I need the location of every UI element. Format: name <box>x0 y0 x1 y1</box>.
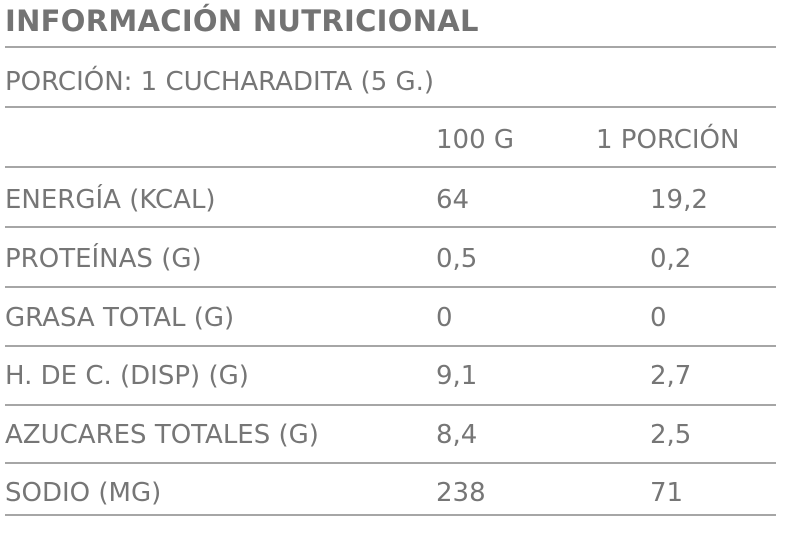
divider <box>5 404 776 406</box>
row-perportion: 0,2 <box>650 244 692 274</box>
portion-label: PORCIÓN: 1 CUCHARADITA (5 G.) <box>5 67 435 97</box>
divider <box>5 46 776 48</box>
header-portion: 1 PORCIÓN <box>596 125 740 155</box>
row-label: AZUCARES TOTALES (G) <box>5 420 319 450</box>
nutrition-title: INFORMACIÓN NUTRICIONAL <box>5 4 479 38</box>
divider <box>5 462 776 464</box>
row-perportion: 0 <box>650 303 667 333</box>
row-perportion: 2,7 <box>650 361 692 391</box>
row-label: SODIO (MG) <box>5 478 162 508</box>
divider <box>5 514 776 516</box>
row-label: ENERGÍA (KCAL) <box>5 185 216 215</box>
row-per100: 0 <box>436 303 453 333</box>
divider <box>5 345 776 347</box>
row-label: H. DE C. (DISP) (G) <box>5 361 249 391</box>
row-perportion: 2,5 <box>650 420 692 450</box>
divider <box>5 166 776 168</box>
divider <box>5 106 776 108</box>
row-label: GRASA TOTAL (G) <box>5 303 235 333</box>
row-label: PROTEÍNAS (G) <box>5 244 202 274</box>
header-100g: 100 G <box>436 125 515 155</box>
divider <box>5 286 776 288</box>
row-perportion: 19,2 <box>650 185 708 215</box>
row-per100: 0,5 <box>436 244 478 274</box>
row-perportion: 71 <box>650 478 684 508</box>
row-per100: 9,1 <box>436 361 478 391</box>
row-per100: 64 <box>436 185 470 215</box>
divider <box>5 226 776 228</box>
row-per100: 8,4 <box>436 420 478 450</box>
row-per100: 238 <box>436 478 486 508</box>
